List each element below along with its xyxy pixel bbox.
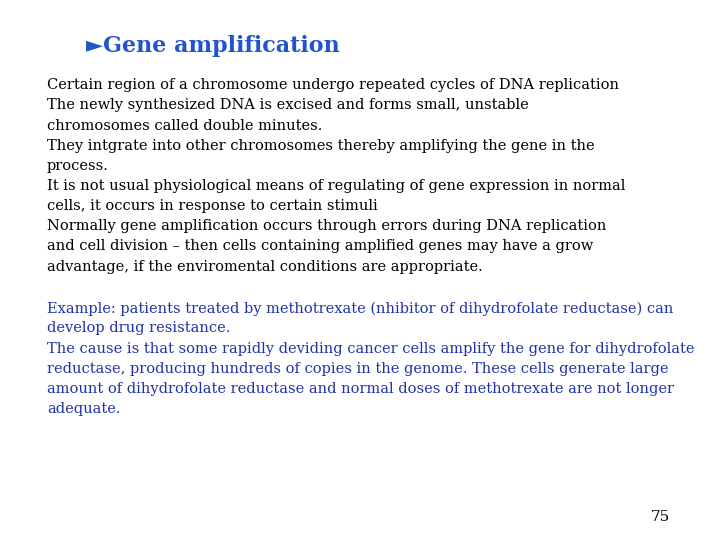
Text: adequate.: adequate. <box>47 402 120 416</box>
Text: It is not usual physiological means of regulating of gene expression in normal: It is not usual physiological means of r… <box>47 179 625 193</box>
Text: They intgrate into other chromosomes thereby amplifying the gene in the: They intgrate into other chromosomes the… <box>47 139 595 153</box>
Text: Normally gene amplification occurs through errors during DNA replication: Normally gene amplification occurs throu… <box>47 219 606 233</box>
Text: The cause is that some rapidly deviding cancer cells amplify the gene for dihydr: The cause is that some rapidly deviding … <box>47 342 694 355</box>
Text: develop drug resistance.: develop drug resistance. <box>47 321 230 335</box>
Text: advantage, if the enviromental conditions are appropriate.: advantage, if the enviromental condition… <box>47 260 482 274</box>
Text: Example: patients treated by methotrexate (nhibitor of dihydrofolate reductase) : Example: patients treated by methotrexat… <box>47 301 673 316</box>
Text: 75: 75 <box>650 510 670 524</box>
Text: process.: process. <box>47 159 109 173</box>
Text: Certain region of a chromosome undergo repeated cycles of DNA replication: Certain region of a chromosome undergo r… <box>47 78 618 92</box>
Text: chromosomes called double minutes.: chromosomes called double minutes. <box>47 119 322 133</box>
Text: The newly synthesized DNA is excised and forms small, unstable: The newly synthesized DNA is excised and… <box>47 98 528 112</box>
Text: amount of dihydrofolate reductase and normal doses of methotrexate are not longe: amount of dihydrofolate reductase and no… <box>47 382 674 396</box>
Text: reductase, producing hundreds of copies in the genome. These cells generate larg: reductase, producing hundreds of copies … <box>47 362 668 376</box>
Text: ►Gene amplification: ►Gene amplification <box>86 35 340 57</box>
Text: cells, it occurs in response to certain stimuli: cells, it occurs in response to certain … <box>47 199 377 213</box>
Text: and cell division – then cells containing amplified genes may have a grow: and cell division – then cells containin… <box>47 239 593 253</box>
